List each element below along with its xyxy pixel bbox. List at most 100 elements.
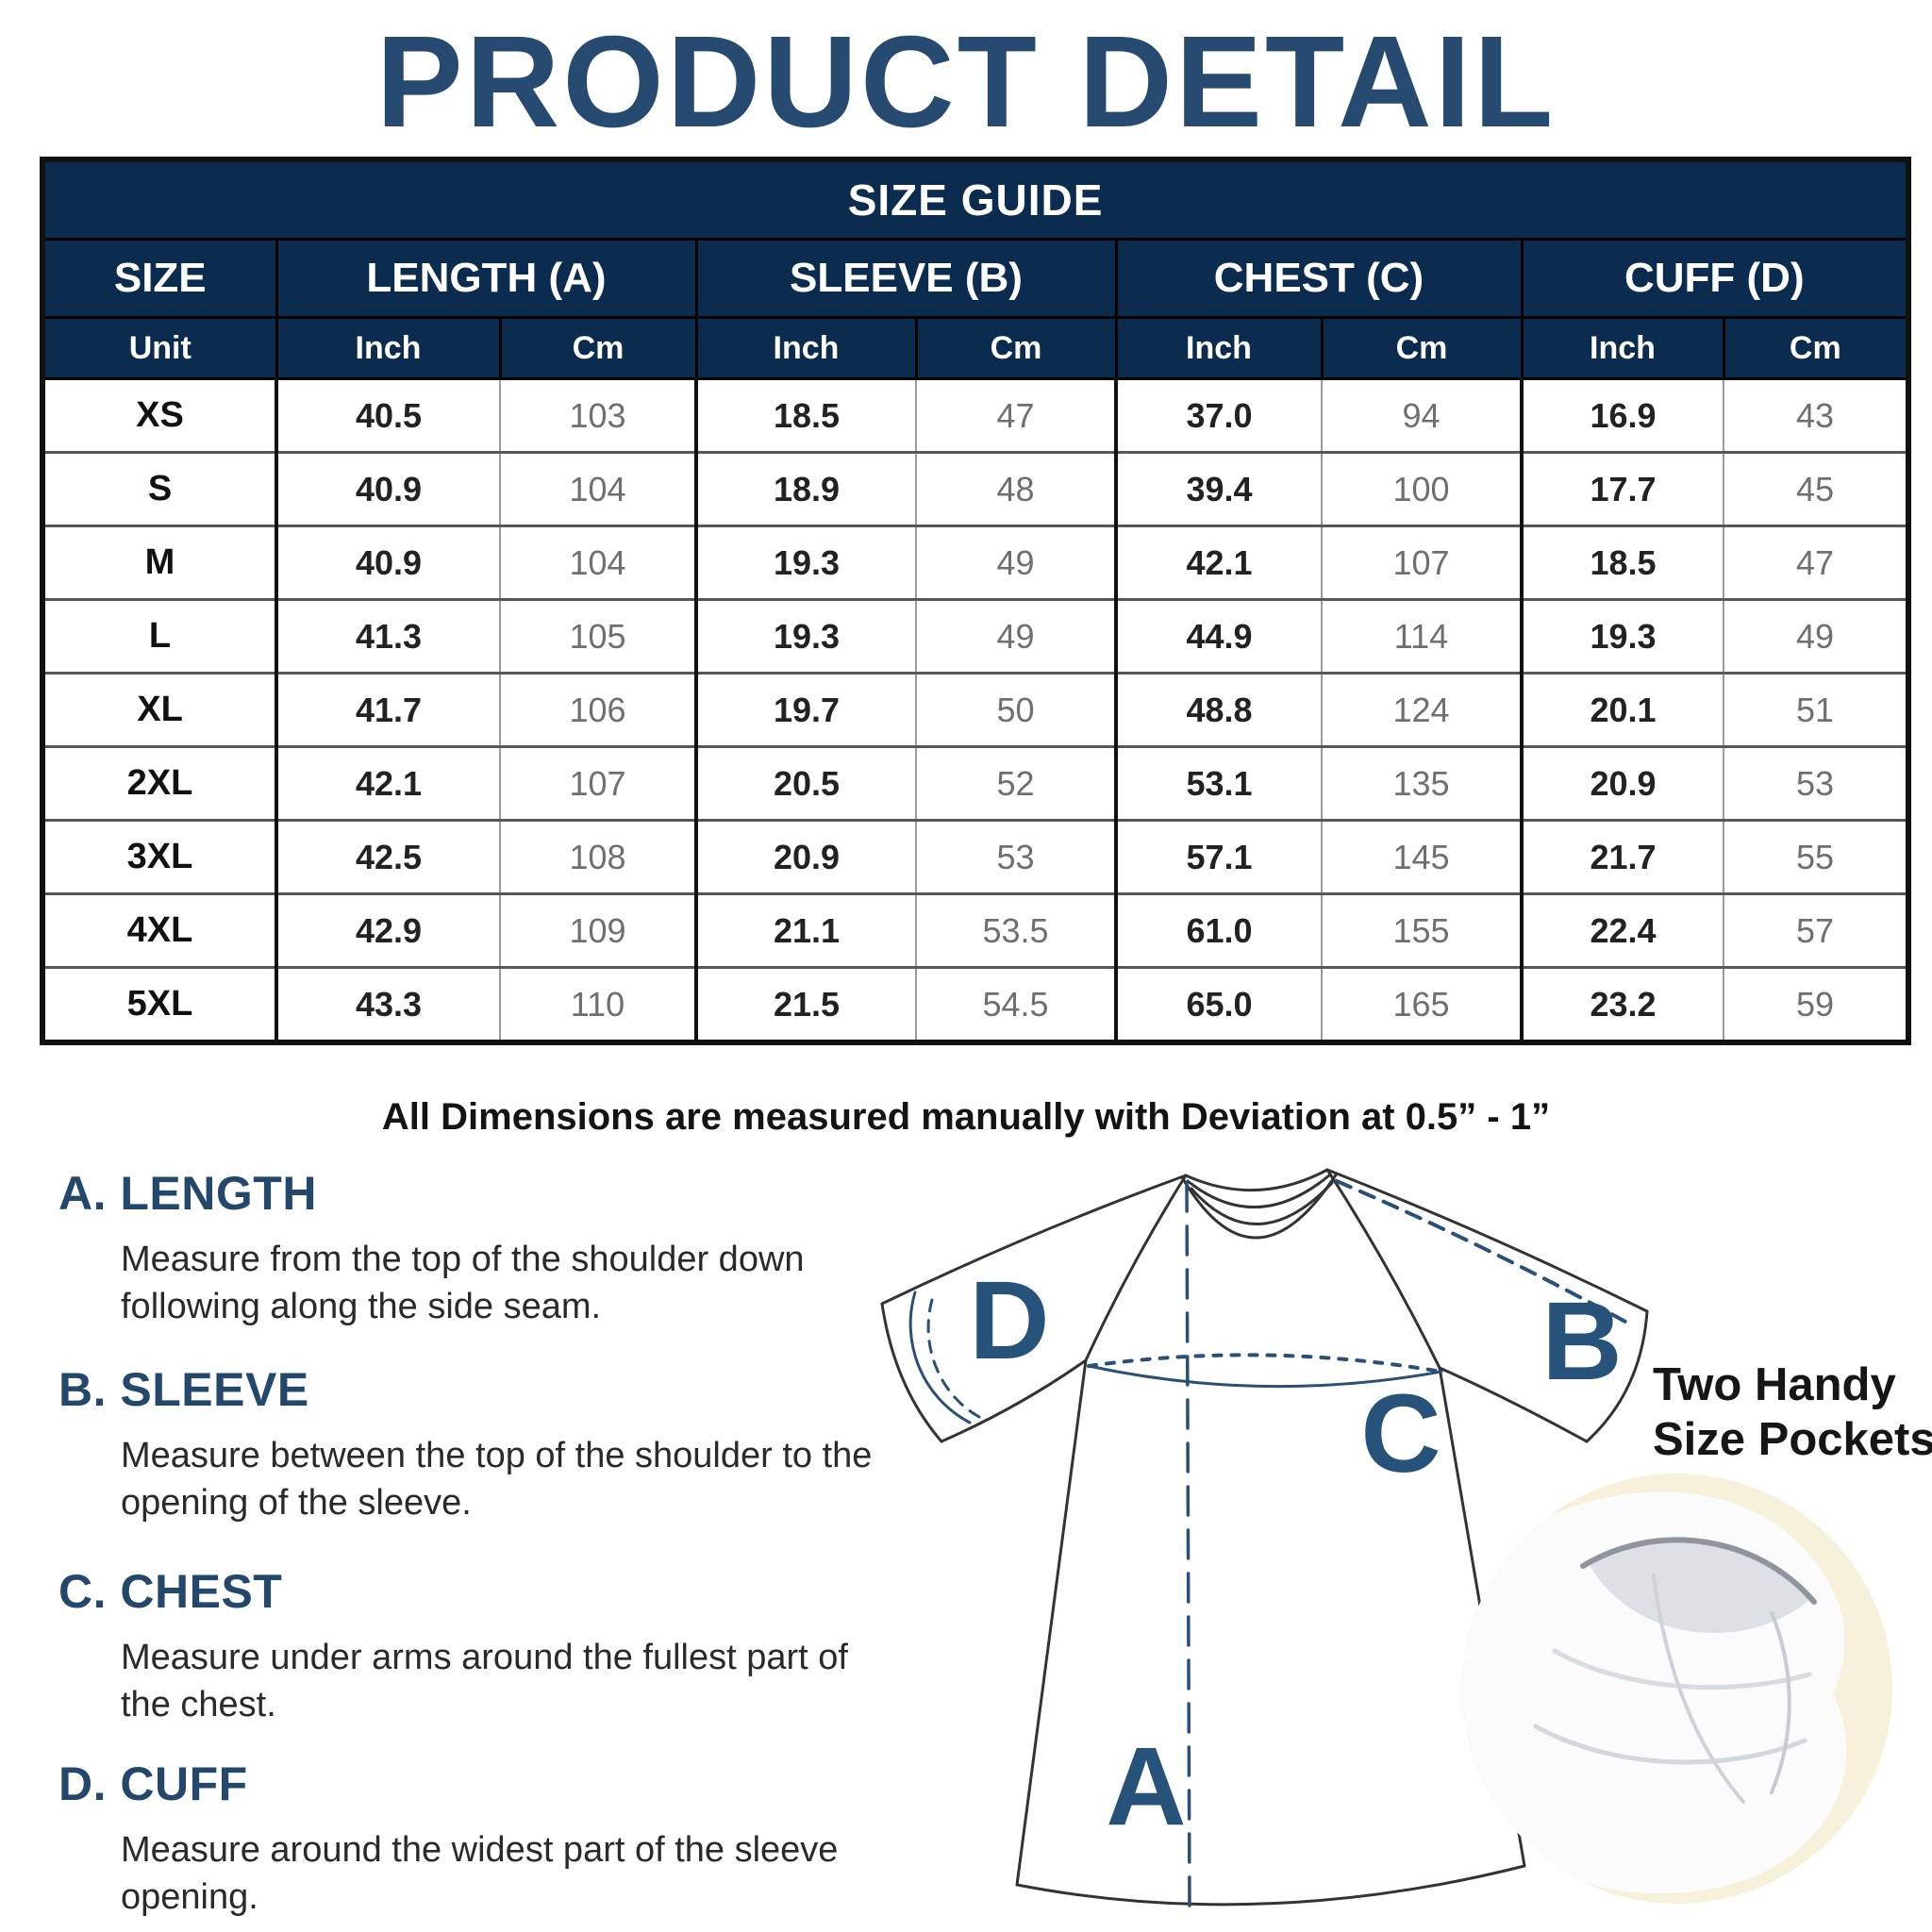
section-sleeve-title: B. SLEEVE	[58, 1363, 309, 1416]
cm-value: 107	[1322, 525, 1522, 600]
inch-value: 44.9	[1114, 598, 1323, 674]
cm-value: 145	[1322, 819, 1522, 894]
cm-value: 107	[500, 745, 696, 821]
inch-value: 19.3	[694, 598, 917, 674]
inch-value: 57.1	[1114, 819, 1323, 894]
cm-value: 94	[1322, 377, 1522, 453]
inch-value: 21.7	[1520, 819, 1724, 894]
cm-value: 106	[500, 672, 696, 747]
pockets-caption-line2: Size Pockets	[1653, 1413, 1932, 1465]
inch-value: 21.5	[694, 966, 917, 1042]
inch-value: 37.0	[1114, 377, 1323, 453]
cm-value: 135	[1322, 745, 1522, 821]
pockets-caption: Two Handy Size Pockets	[1653, 1358, 1932, 1468]
cm-value: 47	[916, 377, 1116, 453]
inch-value: 42.1	[1114, 525, 1323, 600]
cm-value: 105	[500, 598, 696, 674]
inch-value: 18.5	[694, 377, 917, 453]
inch-value: 19.7	[694, 672, 917, 747]
inch-value: 65.0	[1114, 966, 1323, 1042]
section-cuff: D. CUFF Measure around the widest part o…	[58, 1757, 889, 1921]
inch-value: 23.2	[1520, 966, 1724, 1042]
diagram-label-cuff: D	[969, 1258, 1049, 1383]
section-length-description: Measure from the top of the shoulder dow…	[121, 1240, 805, 1327]
section-sleeve-description: Measure between the top of the shoulder …	[121, 1436, 873, 1524]
size-label: XS	[42, 377, 278, 453]
cm-value: 109	[500, 892, 696, 968]
table-row: 2XL 42.1 107 20.5 52 53.1 135 20.9 53	[42, 745, 1909, 821]
garment-diagram: D B C A	[880, 1168, 1649, 1915]
cm-value: 108	[500, 819, 696, 894]
inch-value: 16.9	[1520, 377, 1724, 453]
unit-header: Inch	[1114, 316, 1324, 380]
column-header-length: LENGTH (A)	[275, 238, 698, 319]
size-label: 2XL	[42, 745, 278, 821]
cm-value: 50	[916, 672, 1116, 747]
cm-value: 104	[500, 451, 696, 526]
unit-header: Inch	[694, 316, 918, 380]
table-row: L 41.3 105 19.3 49 44.9 114 19.3 49	[42, 598, 1909, 674]
inch-value: 43.3	[275, 966, 501, 1042]
section-chest-description: Measure under arms around the fullest pa…	[121, 1638, 848, 1725]
table-group-header-row: SIZE LENGTH (A) SLEEVE (B) CHEST (C) CUF…	[41, 238, 1910, 319]
cm-value: 114	[1322, 598, 1522, 674]
table-row: S 40.9 104 18.9 48 39.4 100 17.7 45	[42, 451, 1909, 526]
pocket-fabric	[1462, 1491, 1847, 1894]
cm-value: 49	[916, 525, 1116, 600]
cm-value: 47	[1724, 525, 1909, 600]
inch-value: 19.3	[694, 525, 917, 600]
cm-value: 53	[1724, 745, 1909, 821]
section-length: A. LENGTH Measure from the top of the sh…	[58, 1166, 889, 1330]
unit-header: Cm	[1320, 316, 1524, 380]
cm-value: 103	[500, 377, 696, 453]
size-label: S	[42, 451, 278, 526]
inch-value: 20.5	[694, 745, 917, 821]
inch-value: 18.5	[1520, 525, 1724, 600]
unit-header: Inch	[1520, 316, 1725, 380]
size-guide-table: SIZE GUIDE SIZE LENGTH (A) SLEEVE (B) CH…	[40, 157, 1912, 1045]
cm-value: 48	[916, 451, 1116, 526]
size-label: XL	[42, 672, 278, 747]
inch-value: 42.5	[275, 819, 501, 894]
garment-outline	[880, 1168, 1649, 1907]
cm-value: 53.5	[916, 892, 1116, 968]
inch-value: 20.9	[1520, 745, 1724, 821]
cm-value: 100	[1322, 451, 1522, 526]
inch-value: 42.9	[275, 892, 501, 968]
inch-value: 48.8	[1114, 672, 1323, 747]
section-sleeve: B. SLEEVE Measure between the top of the…	[58, 1362, 889, 1526]
table-row: 4XL 42.9 109 21.1 53.5 61.0 155 22.4 57	[42, 892, 1909, 968]
table-row: M 40.9 104 19.3 49 42.1 107 18.5 47	[42, 525, 1909, 600]
cm-value: 104	[500, 525, 696, 600]
inch-value: 61.0	[1114, 892, 1323, 968]
diagram-label-length: A	[1106, 1724, 1186, 1849]
cm-value: 54.5	[916, 966, 1116, 1042]
size-label: L	[42, 598, 278, 674]
table-row: XL 41.7 106 19.7 50 48.8 124 20.1 51	[42, 672, 1909, 747]
section-cuff-description: Measure around the widest part of the sl…	[121, 1830, 839, 1918]
table-row: 5XL 43.3 110 21.5 54.5 65.0 165 23.2 59	[42, 966, 1909, 1042]
cm-value: 53	[916, 819, 1116, 894]
inch-value: 17.7	[1520, 451, 1724, 526]
cm-value: 165	[1322, 966, 1522, 1042]
cm-value: 45	[1724, 451, 1909, 526]
inch-value: 19.3	[1520, 598, 1724, 674]
unit-header: Inch	[275, 316, 502, 380]
inch-value: 39.4	[1114, 451, 1323, 526]
inch-value: 40.9	[275, 451, 501, 526]
inch-value: 18.9	[694, 451, 917, 526]
unit-header: Cm	[1722, 316, 1910, 380]
cm-value: 49	[1724, 598, 1909, 674]
inch-value: 20.1	[1520, 672, 1724, 747]
inch-value: 40.5	[275, 377, 501, 453]
inch-value: 22.4	[1520, 892, 1724, 968]
cm-value: 110	[500, 966, 696, 1042]
table-row: 3XL 42.5 108 20.9 53 57.1 145 21.7 55	[42, 819, 1909, 894]
column-header-sleeve: SLEEVE (B)	[694, 238, 1118, 319]
cm-value: 155	[1322, 892, 1522, 968]
deviation-note: All Dimensions are measured manually wit…	[381, 1096, 1551, 1138]
column-header-cuff: CUFF (D)	[1520, 238, 1910, 319]
size-label: 3XL	[42, 819, 278, 894]
section-chest: C. CHEST Measure under arms around the f…	[58, 1564, 889, 1728]
pockets-caption-line1: Two Handy	[1653, 1359, 1896, 1410]
